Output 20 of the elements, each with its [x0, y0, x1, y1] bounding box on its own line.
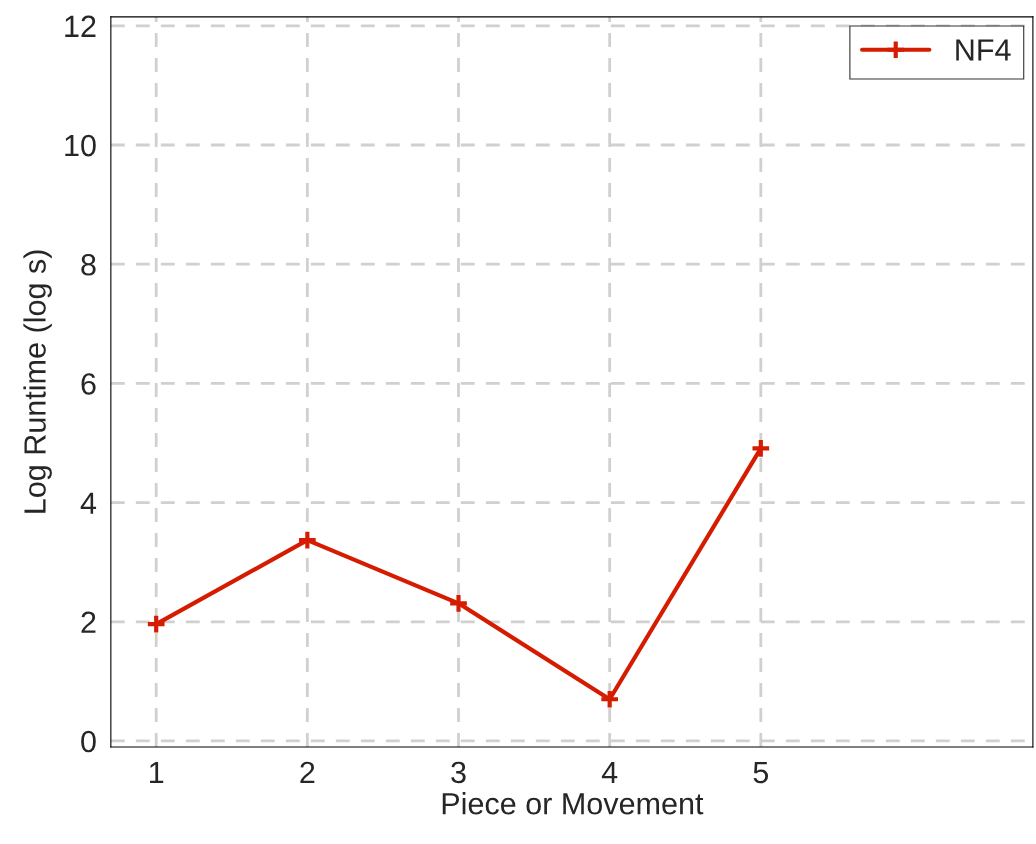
y-tick-label: 6	[81, 373, 96, 395]
x-tick-label: 3	[451, 761, 466, 784]
y-tick-label: 10	[65, 134, 96, 157]
y-tick-label: 4	[80, 492, 97, 514]
y-tick-label: 2	[81, 611, 96, 633]
y-tick-label: 8	[81, 253, 96, 276]
point	[296, 529, 318, 551]
x-tick-label: 5	[753, 761, 769, 784]
y-tick-label: 0	[81, 730, 96, 753]
y-axis-title: Log Runtime (log s)	[23, 250, 52, 513]
point	[448, 592, 469, 614]
point	[750, 437, 772, 459]
point	[599, 688, 621, 710]
x-tick-label: 1	[150, 761, 164, 783]
x-tick-label: 4	[601, 761, 618, 783]
x-axis-title: Piece or Movement	[442, 792, 704, 815]
y-tick-label: 12	[65, 15, 96, 37]
x-tick-label: 2	[300, 761, 315, 783]
point	[145, 613, 167, 635]
legend-label: NF4	[956, 39, 1011, 61]
